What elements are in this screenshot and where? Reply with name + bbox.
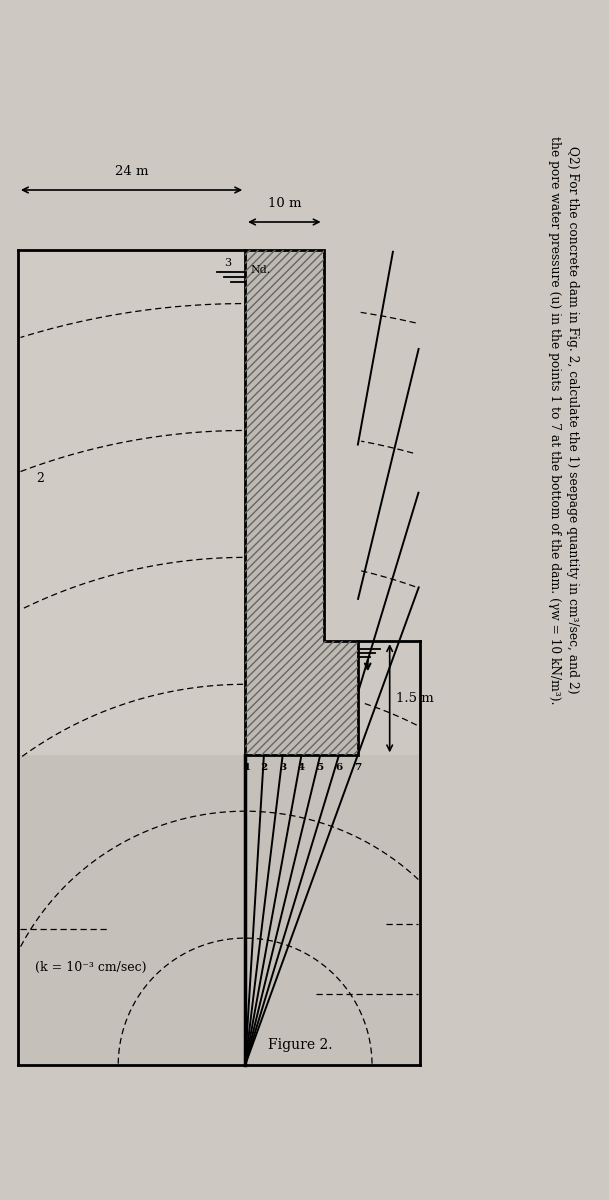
Text: 3: 3 [279, 763, 286, 773]
Text: 1.5 m: 1.5 m [396, 691, 434, 704]
Polygon shape [245, 250, 357, 755]
Bar [18, 755, 420, 1066]
Text: 4: 4 [298, 763, 305, 773]
Text: 7: 7 [354, 763, 361, 773]
Text: 3: 3 [224, 258, 231, 268]
Text: 2: 2 [36, 472, 44, 485]
Text: Q2) For the concrete dam in Fig. 2, calculate the 1) seepage quantity in cm³/sec: Q2) For the concrete dam in Fig. 2, calc… [566, 146, 580, 694]
Text: 2: 2 [260, 763, 267, 773]
Text: 10 m: 10 m [267, 197, 301, 210]
Text: Nd.: Nd. [250, 265, 270, 275]
Bar [18, 250, 245, 755]
Text: (k = 10⁻³ cm/sec): (k = 10⁻³ cm/sec) [35, 961, 146, 973]
Text: Figure 2.: Figure 2. [268, 1038, 333, 1052]
Text: 24 m: 24 m [115, 164, 149, 178]
Text: 6: 6 [336, 763, 342, 773]
Text: 5: 5 [317, 763, 324, 773]
Text: the pore water pressure (u) in the points 1 to 7 at the bottom of the dam. (γw =: the pore water pressure (u) in the point… [549, 136, 561, 704]
Text: 1: 1 [244, 763, 251, 773]
